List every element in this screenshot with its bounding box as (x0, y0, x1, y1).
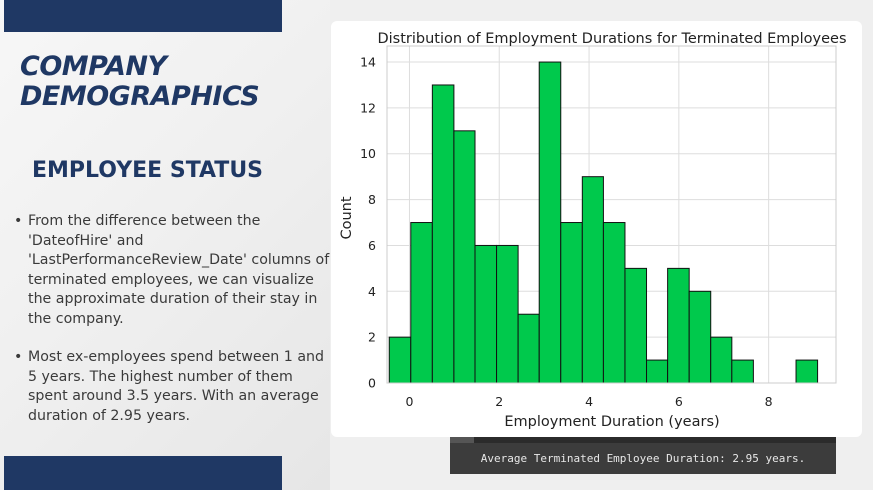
slide-title-line1: COMPANY (20, 51, 167, 82)
bullet-dot: • (14, 349, 23, 365)
bullet-item: • From the difference between the 'Dateo… (12, 212, 330, 329)
bullet-text: Most ex-employees spend between 1 and 5 … (28, 349, 325, 424)
chart-card (331, 21, 862, 437)
bullet-item: • Most ex-employees spend between 1 and … (12, 348, 330, 426)
slide-title: COMPANY DEMOGRAPHICS (20, 52, 320, 112)
console-output: Average Terminated Employee Duration: 2.… (450, 443, 836, 474)
bullet-text: From the difference between the 'DateofH… (28, 213, 330, 327)
console-scroll-edge (450, 437, 474, 443)
header-band (4, 0, 282, 32)
slide-title-line2: DEMOGRAPHICS (20, 81, 260, 112)
section-subtitle: EMPLOYEE STATUS (32, 158, 264, 183)
console-scroll-bar (450, 437, 836, 443)
bullet-dot: • (14, 213, 23, 229)
slide-left-panel (0, 0, 330, 490)
bullet-list: • From the difference between the 'Dateo… (12, 212, 330, 445)
footer-band (4, 456, 282, 490)
